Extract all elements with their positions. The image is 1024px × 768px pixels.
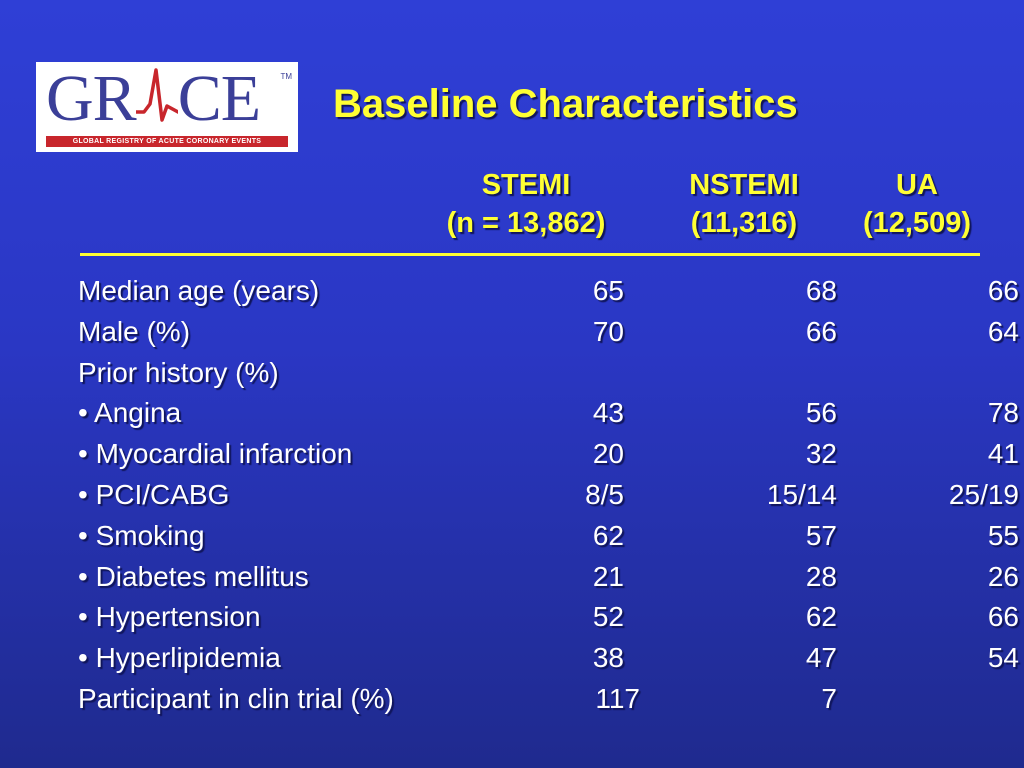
table-row: • Hyperlipidemia 38 47 54 [78,638,1019,679]
grace-logo: GR CE TM GLOBAL REGISTRY OF ACUTE CORONAR… [36,62,298,152]
ua-value: 25/19 [948,478,1019,510]
stemi-value: 20 [592,438,624,470]
table-row: • PCI/CABG 8/5 15/14 25/19 [78,475,1019,516]
ua-value: 55 [987,519,1019,551]
nstemi-value: 62 [805,601,837,633]
row-label: Male (%) [78,315,191,347]
logo-trademark: TM [280,72,292,81]
logo-word-left: GR [46,62,137,135]
table-row: Prior history (%) [78,353,978,394]
ua-value: 78 [987,397,1019,429]
stemi-value: 65 [592,275,624,306]
ua-value: 66 [987,275,1019,306]
ecg-pulse-icon [135,68,178,122]
row-label: • Hypertension [78,601,261,633]
ua-value: 26 [987,560,1019,592]
column-count: (11,316) [690,207,798,239]
stemi-value: 62 [592,519,624,551]
column-name: STEMI [481,169,571,201]
table-row: Male (%) 70 66 64 [78,312,1019,353]
row-label: • Smoking [78,519,205,551]
ua-value: 54 [987,642,1019,674]
characteristics-table: Median age (years) 65 68 66 Male (%) 70 … [78,271,1019,720]
column-header-stemi: STEMI (n = 13,862) [416,166,636,242]
column-name: NSTEMI [689,169,799,201]
table-row: • Hypertension 52 62 66 [78,597,1019,638]
stemi-value: 8/5 [585,478,624,510]
table-row: • Diabetes mellitus 21 28 26 [78,557,1019,598]
nstemi-value: 66 [805,315,837,347]
table-row: Participant in clin trial (%) 117 7 [78,679,978,720]
nstemi-value: 57 [805,519,837,551]
column-count: (12,509) [862,207,971,239]
nstemi-value: 56 [805,397,837,429]
table-row: • Myocardial infarction 20 32 41 [78,434,1019,475]
slide-title: Baseline Characteristics [333,82,798,126]
row-label: • PCI/CABG [78,478,230,510]
row-label: Median age (years) [78,275,320,306]
logo-wordmark: GR CE [46,66,261,132]
column-count: (n = 13,862) [446,207,606,239]
row-label: Participant in clin trial (%) [78,682,394,714]
stemi-value: 52 [592,601,624,633]
stemi-value: 117 [595,682,640,714]
logo-word-right: CE [177,62,261,135]
table-row: • Smoking 62 57 55 [78,516,1019,557]
column-header-ua: UA (12,509) [842,166,992,242]
stemi-value: 43 [592,397,624,429]
row-label: • Myocardial infarction [78,438,353,470]
nstemi-value: 68 [805,275,837,306]
ua-value: 64 [987,315,1019,347]
header-divider [80,253,980,256]
logo-tagline: GLOBAL REGISTRY OF ACUTE CORONARY EVENTS [46,136,288,147]
nstemi-value: 15/14 [766,478,837,510]
nstemi-value: 28 [805,560,837,592]
nstemi-value: 7 [821,682,837,714]
ua-value: 41 [987,438,1019,470]
row-label: • Hyperlipidemia [78,642,281,674]
nstemi-value: 47 [805,642,837,674]
ua-value: 66 [987,601,1019,633]
column-name: UA [896,169,938,201]
row-label: Prior history (%) [78,356,279,388]
column-header-nstemi: NSTEMI (11,316) [664,166,824,242]
row-label: • Diabetes mellitus [78,560,309,592]
stemi-value: 70 [592,315,624,347]
stemi-value: 38 [592,642,624,674]
table-row: • Angina 43 56 78 [78,393,1019,434]
table-row: Median age (years) 65 68 66 [78,271,1019,312]
stemi-value: 21 [592,560,624,592]
row-label: • Angina [78,397,182,429]
nstemi-value: 32 [805,438,837,470]
